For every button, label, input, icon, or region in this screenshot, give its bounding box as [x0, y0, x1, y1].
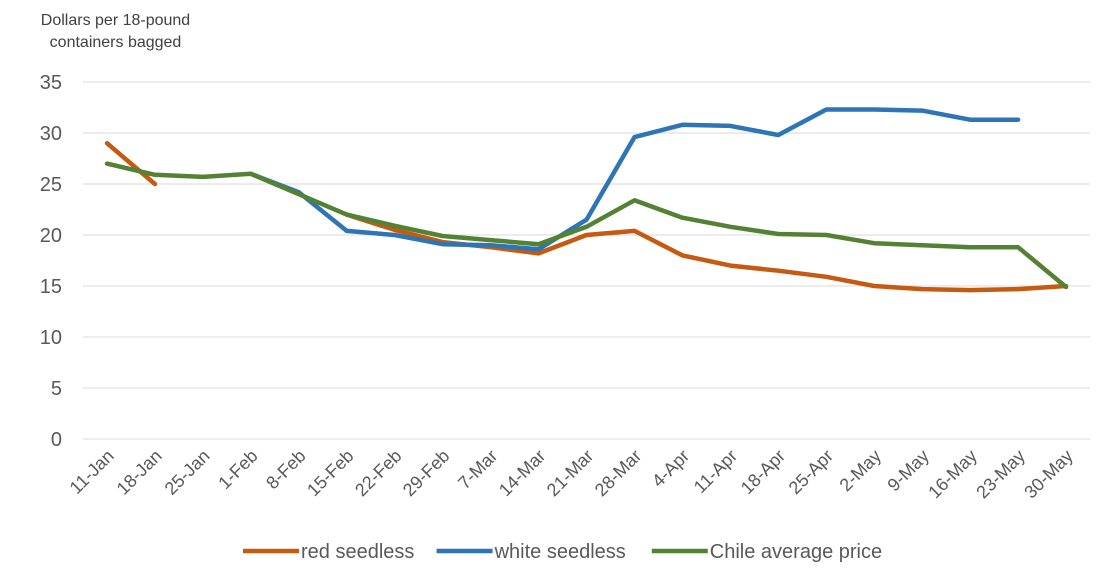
legend-label-2: Chile average price [710, 541, 882, 563]
y-tick-label: 30 [40, 123, 62, 145]
legend-label-0: red seedless [301, 541, 414, 563]
y-tick-label: 10 [40, 327, 62, 349]
y-tick-label: 0 [51, 429, 62, 451]
x-tick-label: 29-Feb [399, 446, 453, 500]
y-axis-label-line-1: Dollars per 18-pound [40, 12, 191, 29]
legend-label-1: white seedless [494, 541, 626, 563]
x-tick-label: 14-Mar [495, 446, 549, 500]
x-tick-label: 28-Mar [591, 446, 645, 500]
x-tick-label: 18-Apr [737, 446, 789, 498]
x-tick-label: 21-Mar [543, 446, 597, 500]
x-tick-label: 30-May [1020, 446, 1077, 503]
x-tick-label: 22-Feb [351, 446, 405, 500]
x-tick-label: 1-Feb [214, 446, 261, 493]
y-axis-label-line-2: containers bagged [49, 34, 182, 51]
y-tick-label: 15 [40, 276, 62, 298]
x-tick-label: 25-Jan [161, 446, 214, 499]
x-tick-label: 15-Feb [303, 446, 357, 500]
y-tick-label: 25 [40, 174, 62, 196]
x-tick-label: 11-Jan [66, 446, 118, 498]
x-tick-label: 4-Apr [648, 446, 693, 491]
series-line-1 [248, 107, 1021, 252]
x-tick-label: 25-Apr [785, 446, 837, 498]
x-tick-label: 16-May [924, 446, 981, 503]
y-tick-label: 5 [51, 378, 62, 400]
y-axis-label: Dollars per 18-pound containers bagged [8, 10, 223, 54]
x-tick-label: 23-May [972, 446, 1029, 503]
x-tick-label: 18-Jan [113, 446, 166, 499]
series-line-2 [104, 161, 1069, 290]
x-tick-label: 2-May [836, 446, 886, 496]
y-tick-label: 35 [40, 72, 62, 94]
y-tick-label: 20 [40, 225, 62, 247]
x-tick-label: 11-Apr [690, 446, 741, 497]
